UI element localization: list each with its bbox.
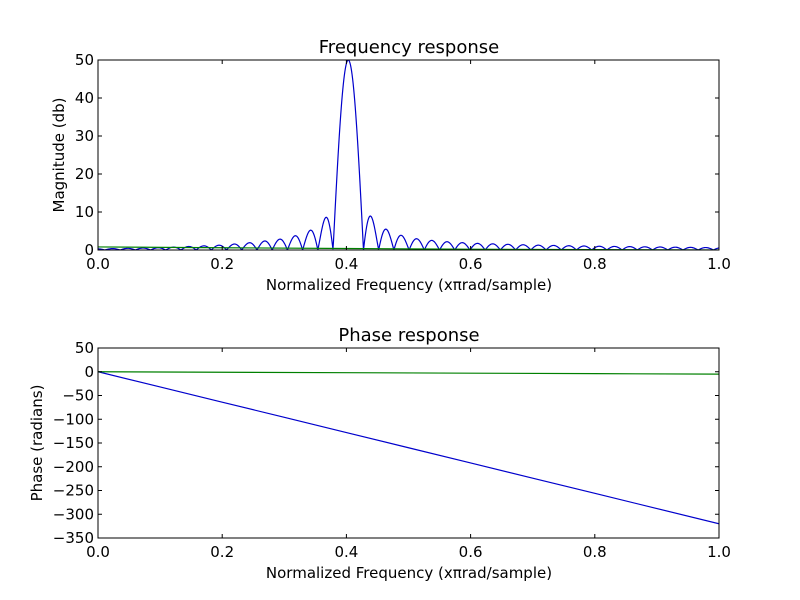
phase-ylabel: Phase (radians) <box>28 385 46 502</box>
magnitude-xtick-label: 0.4 <box>334 255 358 273</box>
magnitude-xtick-label: 0.0 <box>86 255 110 273</box>
magnitude-xtick-label: 0.2 <box>210 255 234 273</box>
phase-title: Phase response <box>338 325 479 346</box>
magnitude-ytick-label: 50 <box>75 51 94 69</box>
magnitude-ytick-label: 30 <box>75 127 94 145</box>
phase-xtick-label: 0.8 <box>583 543 607 561</box>
phase-ytick-label: −100 <box>53 410 94 428</box>
magnitude-ytick-label: 20 <box>75 165 94 183</box>
phase-ytick-label: −50 <box>62 387 94 405</box>
magnitude-ticks: 0.0 0.2 0.4 0.6 0.8 1.0 0 10 20 30 40 50 <box>75 51 731 273</box>
magnitude-ytick-label: 40 <box>75 89 94 107</box>
magnitude-ytick-label: 0 <box>84 241 94 259</box>
phase-xlabel: Normalized Frequency (xπrad/sample) <box>266 564 552 582</box>
phase-series-1-line <box>98 371 719 375</box>
phase-series-0-line <box>98 371 719 525</box>
phase-plot-area <box>98 371 719 525</box>
magnitude-ylabel: Magnitude (db) <box>50 98 68 213</box>
magnitude-axes-frame <box>97 59 720 251</box>
phase-xtick-label: 1.0 <box>707 543 731 561</box>
magnitude-xtick-label: 0.8 <box>583 255 607 273</box>
phase-xtick-label: 0.4 <box>334 543 358 561</box>
phase-xtick-label: 0.2 <box>210 543 234 561</box>
phase-ticks: 0.0 0.2 0.4 0.6 0.8 1.0 50 0 −50 −100 −150 −200 −250… <box>53 339 731 561</box>
magnitude-ytick-label: 10 <box>75 203 94 221</box>
phase-xtick-label: 0.6 <box>459 543 483 561</box>
magnitude-xtick-label: 1.0 <box>707 255 731 273</box>
phase-ytick-label: −300 <box>53 505 94 523</box>
magnitude-title: Frequency response <box>319 37 499 58</box>
magnitude-xlabel: Normalized Frequency (xπrad/sample) <box>266 276 552 294</box>
phase-subplot: Phase response Phase (radians) Normalize… <box>28 325 731 582</box>
phase-ytick-label: −150 <box>53 434 94 452</box>
magnitude-subplot: Frequency response Magnitude (db) Normal… <box>50 37 731 294</box>
phase-ytick-label: −350 <box>53 529 94 547</box>
phase-xtick-label: 0.0 <box>86 543 110 561</box>
phase-ytick-label: −250 <box>53 482 94 500</box>
phase-ytick-label: −200 <box>53 458 94 476</box>
magnitude-xtick-label: 0.6 <box>459 255 483 273</box>
phase-ytick-label: 0 <box>84 363 94 381</box>
phase-ytick-label: 50 <box>75 339 94 357</box>
